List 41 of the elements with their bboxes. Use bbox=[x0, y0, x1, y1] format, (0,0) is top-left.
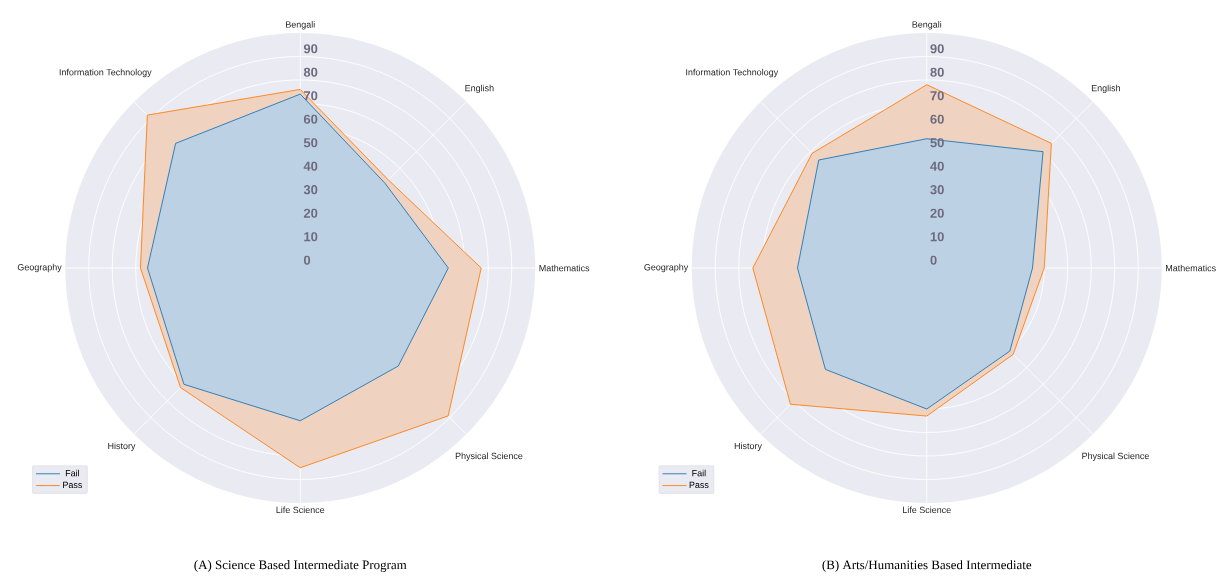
y-tick-label: 60 bbox=[303, 114, 318, 124]
spoke-label: Bengali bbox=[286, 21, 315, 30]
y-tick-label: 0 bbox=[930, 255, 937, 265]
legend-label: Fail bbox=[692, 469, 706, 477]
y-tick-label: 60 bbox=[930, 114, 944, 124]
y-tick-label: 30 bbox=[930, 185, 944, 195]
y-tick-label: 80 bbox=[930, 67, 944, 77]
spoke-label: Bengali bbox=[912, 21, 942, 30]
spoke-label: Life Science bbox=[903, 506, 951, 514]
spoke-label: Life Science bbox=[276, 506, 325, 514]
spoke-label: Geography bbox=[644, 263, 689, 273]
y-tick-label: 20 bbox=[930, 208, 944, 218]
spoke-label: History bbox=[734, 442, 762, 451]
spoke-label: Mathematics bbox=[539, 264, 590, 272]
y-tick-label: 50 bbox=[303, 138, 318, 148]
y-tick-label: 30 bbox=[303, 185, 318, 195]
y-tick-label: 90 bbox=[303, 44, 318, 54]
y-tick-label: 0 bbox=[303, 255, 311, 265]
spoke-label: Physical Science bbox=[455, 452, 523, 461]
y-tick-label: 50 bbox=[930, 138, 944, 148]
spoke-label: Geography bbox=[17, 263, 62, 273]
y-tick-label: 10 bbox=[930, 232, 944, 242]
spoke-label: History bbox=[108, 442, 136, 451]
spoke-label: Information Technology bbox=[59, 68, 152, 78]
y-tick-label: 10 bbox=[304, 232, 318, 242]
y-tick-label: 80 bbox=[303, 67, 318, 77]
spoke-label: Information Technology bbox=[686, 68, 779, 78]
y-tick-label: 40 bbox=[303, 161, 318, 171]
y-tick-label: 40 bbox=[930, 161, 944, 171]
y-tick-label: 20 bbox=[303, 208, 318, 218]
legend-label: Pass bbox=[689, 481, 709, 489]
y-tick-label: 90 bbox=[930, 44, 944, 54]
spoke-label: English bbox=[1091, 84, 1121, 94]
spoke-label: Physical Science bbox=[1082, 452, 1149, 461]
text: (B) Arts/Humanities Based Intermediate bbox=[822, 560, 1032, 572]
legend-label: Fail bbox=[65, 469, 80, 477]
spoke-label: English bbox=[465, 84, 494, 94]
y-tick-label: 70 bbox=[930, 91, 944, 101]
spoke-label: Mathematics bbox=[1166, 264, 1216, 272]
text: (A) Science Based Intermediate Program bbox=[194, 560, 407, 572]
legend-label: Pass bbox=[63, 481, 83, 489]
